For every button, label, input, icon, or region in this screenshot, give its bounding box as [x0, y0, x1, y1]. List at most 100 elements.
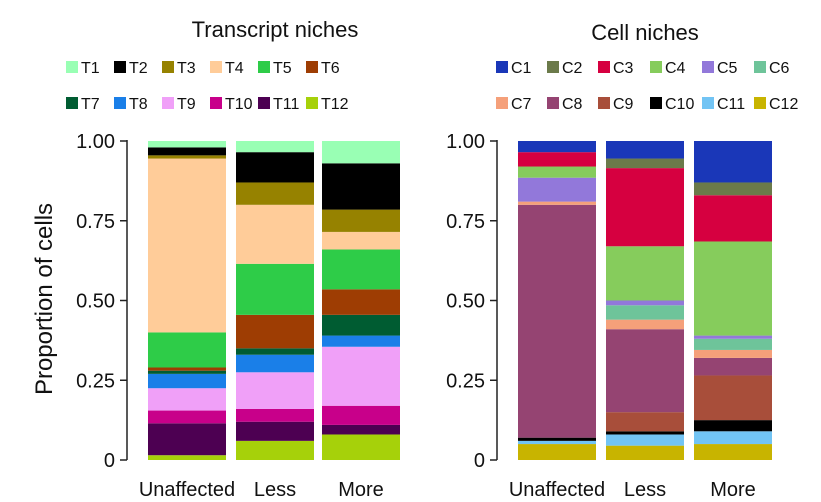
- cell-legend-label-c2: C2: [562, 60, 583, 77]
- transcript-bar-unaffected-t7: [148, 370, 226, 374]
- transcript-legend-swatch-t6: [306, 61, 318, 73]
- cell-legend-swatch-c1: [496, 61, 508, 73]
- transcript-bar-unaffected-t3: [148, 155, 226, 159]
- transcript-bar-more-t11: [322, 424, 400, 435]
- transcript-legend-swatch-t8: [114, 97, 126, 109]
- transcript-legend-swatch-t4: [210, 61, 222, 73]
- transcript-legend-swatch-t11: [258, 97, 270, 109]
- transcript-legend-swatch-t5: [258, 61, 270, 73]
- transcript-legend-label-t9: T9: [177, 96, 196, 113]
- transcript-bar-less-t4: [236, 204, 314, 264]
- transcript-legend-label-t5: T5: [273, 60, 292, 77]
- cell-bar-less-c10: [606, 431, 684, 435]
- cell-bar-more-c10: [694, 420, 772, 432]
- cell-bar-less-c9: [606, 412, 684, 432]
- transcript-bar-more-t8: [322, 335, 400, 347]
- transcript-x-label-less: Less: [254, 479, 296, 501]
- cell-legend-swatch-c4: [650, 61, 662, 73]
- transcript-legend-label-t10: T10: [225, 96, 253, 113]
- cell-bar-unaffected-c10: [518, 437, 596, 441]
- transcript-bar-less-t8: [236, 354, 314, 373]
- cell-bar-more-c2: [694, 182, 772, 196]
- cell-bar-less-c2: [606, 158, 684, 169]
- transcript-legend-label-t8: T8: [129, 96, 148, 113]
- cell-legend-swatch-c8: [547, 97, 559, 109]
- transcript-legend-swatch-t9: [162, 97, 174, 109]
- transcript-legend-swatch-t10: [210, 97, 222, 109]
- cell-bar-unaffected-c7: [518, 201, 596, 205]
- cell-bar-more-c8: [694, 357, 772, 376]
- transcript-bar-unaffected-t11: [148, 423, 226, 456]
- cell-x-axis: Unaffected Less More: [509, 479, 756, 501]
- cell-bar-less-c6: [606, 305, 684, 320]
- cell-legend-swatch-c9: [598, 97, 610, 109]
- transcript-bar-less-t12: [236, 440, 314, 460]
- transcript-y-tick-label: 0.75: [76, 211, 115, 233]
- cell-bar-more-c4: [694, 241, 772, 336]
- cell-legend-swatch-c11: [702, 97, 714, 109]
- cell-bar-less-c5: [606, 300, 684, 306]
- cell-legend-label-c7: C7: [511, 96, 532, 113]
- transcript-y-tick-label: 0.50: [76, 291, 115, 313]
- transcript-bar-less-t5: [236, 263, 314, 315]
- transcript-legend-label-t11: T11: [273, 96, 299, 113]
- transcript-legend: T1 T2 T3 T4 T5 T6 T7 T8 T9 T10 T11 T12: [66, 60, 349, 113]
- cell-bar-more-c11: [694, 431, 772, 445]
- transcript-bar-unaffected-t8: [148, 373, 226, 389]
- transcript-legend-label-t2: T2: [129, 60, 148, 77]
- cell-y-tick-label: 0.75: [446, 211, 485, 233]
- cell-bar-unaffected-c3: [518, 152, 596, 167]
- transcript-chart-title: Transcript niches: [192, 17, 359, 42]
- transcript-bar-less-t7: [236, 348, 314, 355]
- cell-legend-label-c4: C4: [665, 60, 686, 77]
- transcript-bar-more-t9: [322, 346, 400, 406]
- cell-legend-label-c5: C5: [717, 60, 738, 77]
- cell-legend-label-c1: C1: [511, 60, 532, 77]
- cell-bar-unaffected-c11: [518, 440, 596, 445]
- transcript-bar-unaffected-t1: [148, 141, 226, 148]
- cell-legend-label-c6: C6: [769, 60, 790, 77]
- transcript-legend-label-t4: T4: [225, 60, 244, 77]
- transcript-bar-more-t3: [322, 209, 400, 232]
- cell-y-axis: 0 0.25 0.50 0.75 1.00: [446, 131, 498, 472]
- transcript-x-label-unaffected: Unaffected: [139, 479, 235, 501]
- transcript-bar-more-t12: [322, 434, 400, 460]
- cell-legend-label-c11: C11: [717, 96, 745, 113]
- transcript-x-axis: Unaffected Less More: [139, 479, 384, 501]
- transcript-legend-label-t1: T1: [81, 60, 100, 77]
- transcript-bar-more-t10: [322, 405, 400, 425]
- cell-legend-label-c9: C9: [613, 96, 634, 113]
- transcript-legend-swatch-t7: [66, 97, 78, 109]
- transcript-bar-more-t1: [322, 141, 400, 164]
- cell-bar-more-c9: [694, 375, 772, 421]
- transcript-bar-more-t5: [322, 249, 400, 290]
- transcript-bar-unaffected-t5: [148, 332, 226, 368]
- cell-bar-less-c12: [606, 445, 684, 460]
- cell-bar-less-c8: [606, 329, 684, 413]
- cell-legend-label-c10: C10: [665, 96, 694, 113]
- transcript-bar-unaffected-t4: [148, 158, 226, 333]
- transcript-bar-unaffected-t9: [148, 388, 226, 411]
- cell-legend-swatch-c7: [496, 97, 508, 109]
- cell-x-label-more: More: [710, 479, 756, 501]
- cell-legend-label-c12: C12: [769, 96, 798, 113]
- cell-legend-swatch-c5: [702, 61, 714, 73]
- cell-bar-unaffected-c5: [518, 177, 596, 202]
- transcript-bar-less-t11: [236, 421, 314, 441]
- cell-y-tick-label: 0.50: [446, 291, 485, 313]
- cell-bar-more-c7: [694, 349, 772, 358]
- transcript-legend-swatch-t12: [306, 97, 318, 109]
- cell-bar-less-c3: [606, 168, 684, 247]
- cell-legend-swatch-c2: [547, 61, 559, 73]
- transcript-y-tick-label: 0: [104, 450, 115, 472]
- cell-bar-unaffected-c8: [518, 204, 596, 438]
- transcript-bars: [148, 141, 400, 460]
- transcript-legend-label-t3: T3: [177, 60, 196, 77]
- transcript-bar-less-t10: [236, 408, 314, 422]
- transcript-bar-unaffected-t6: [148, 367, 226, 371]
- cell-y-tick-label: 0: [474, 450, 485, 472]
- cell-bar-more-c3: [694, 195, 772, 242]
- transcript-bar-less-t9: [236, 372, 314, 409]
